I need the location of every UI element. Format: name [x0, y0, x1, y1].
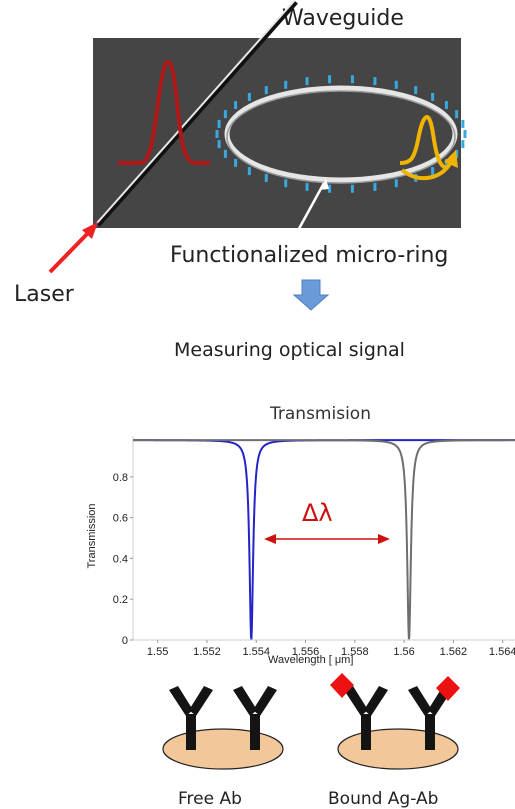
- antibody: [344, 686, 388, 750]
- ring-label: Functionalized micro-ring: [170, 243, 449, 268]
- delta-lambda-annotation: Δλ: [302, 499, 333, 527]
- waveguide-label: Waveguide: [282, 6, 404, 31]
- ring-dot: [350, 184, 354, 193]
- waveguide: [96, 0, 298, 227]
- y-tick-label: 0: [122, 635, 128, 647]
- ring-dot: [284, 179, 288, 188]
- antibody: [233, 686, 277, 750]
- y-tick-label: 0.4: [113, 553, 128, 565]
- ring-dot: [431, 167, 435, 176]
- ring-dot: [444, 101, 448, 110]
- ring-dot: [223, 110, 227, 119]
- ring-dot: [414, 86, 418, 95]
- yellow-arrow: [400, 159, 454, 181]
- ring-dot: [284, 80, 288, 89]
- delta-arrow-left-head: [264, 534, 276, 544]
- ring-dot: [234, 158, 238, 167]
- ring-pointer-head: [319, 179, 329, 190]
- x-tick-label: 1.55: [147, 646, 168, 658]
- ring-dot: [431, 92, 435, 101]
- ring-dot: [305, 182, 309, 191]
- y-tick-label: 0.2: [113, 594, 128, 606]
- free-ab-label: Free Ab: [178, 789, 242, 809]
- ring-dot: [455, 149, 459, 158]
- laser-label: Laser: [14, 282, 74, 307]
- x-axis-label: Wavelength [ μm]: [268, 654, 354, 666]
- bound-substrate: [337, 728, 459, 770]
- y-tick-label: 0.8: [113, 472, 128, 484]
- ring-dot: [461, 140, 465, 149]
- ring-dot: [350, 75, 354, 84]
- ring-dot: [305, 77, 309, 86]
- ring-dot: [223, 149, 227, 158]
- ring-pointer: [293, 182, 326, 237]
- yellow-pulse: [399, 114, 447, 170]
- ring-dot: [217, 119, 221, 128]
- ring-dot: [215, 130, 219, 138]
- down-arrow-icon: [292, 279, 330, 311]
- red-pulse: [118, 59, 210, 165]
- ring-dot: [328, 75, 332, 84]
- x-tick-label: 1.552: [193, 646, 221, 658]
- yellow-arrowhead: [444, 150, 458, 168]
- ring-dot: [247, 92, 251, 101]
- transmission-chart: 1.55 1.552 1.554 1.556 1.558 1.56 1.562 1.564 0 0…: [113, 436, 515, 658]
- ring-dot: [373, 182, 377, 191]
- antibody: [169, 686, 213, 750]
- free-substrate: [162, 728, 284, 770]
- ring-dot: [455, 110, 459, 119]
- laser-arrow: [48, 229, 92, 274]
- ring-dot: [394, 80, 398, 89]
- antigen-right: [436, 676, 460, 701]
- ring-dot: [394, 179, 398, 188]
- delta-arrow-right-head: [378, 534, 390, 544]
- waveguide-highlight: [96, 0, 296, 224]
- ring-illustration: [48, 0, 467, 311]
- x-tick-label: 1.558: [341, 646, 369, 658]
- x-tick-label: 1.554: [242, 646, 270, 658]
- x-tick-label: 1.556: [292, 646, 320, 658]
- ring-dot: [247, 167, 251, 176]
- micro-ring-shadow: [226, 90, 456, 184]
- ring-dot: [217, 140, 221, 149]
- ring-dot: [373, 77, 377, 86]
- x-tick-label: 1.56: [393, 646, 414, 658]
- transmission-series-2: [133, 439, 515, 640]
- x-tick-label: 1.564: [489, 646, 515, 658]
- laser-arrowhead: [82, 222, 98, 239]
- x-tick-label: 1.562: [440, 646, 468, 658]
- ring-dot: [264, 173, 268, 182]
- ring-dot: [264, 86, 268, 95]
- measure-label: Measuring optical signal: [174, 339, 405, 361]
- ring-dot: [461, 119, 465, 128]
- chart-title: Transmision: [270, 404, 371, 424]
- y-tick-label: 0.6: [113, 513, 128, 525]
- ring-dot: [463, 130, 467, 138]
- antigen-left: [330, 673, 354, 698]
- ring-dot: [234, 101, 238, 110]
- bound-ab-label: Bound Ag-Ab: [328, 789, 439, 809]
- ring-dot: [328, 184, 332, 193]
